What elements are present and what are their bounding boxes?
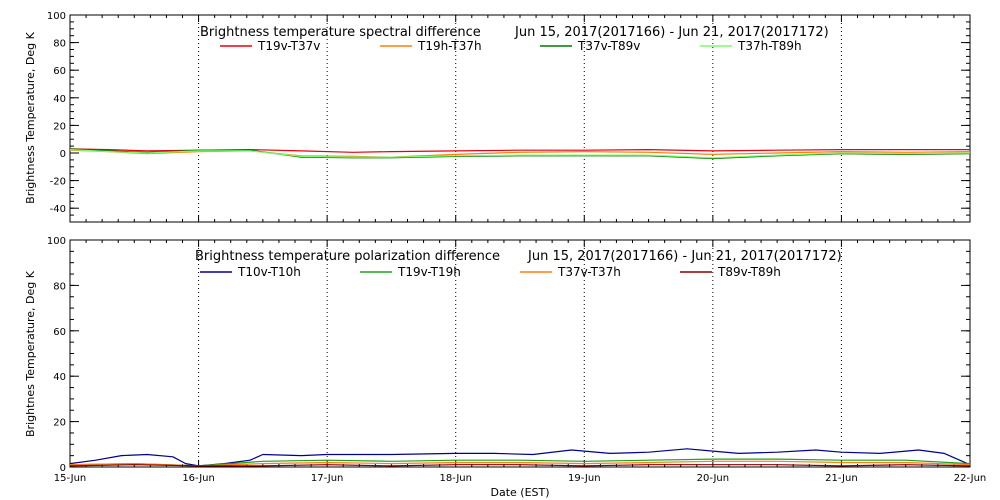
- series-line-t19v-t19h: [69, 458, 971, 467]
- legend-label: T10v-T10h: [237, 265, 301, 279]
- series-line-t37v-t37h: [69, 460, 971, 467]
- chart-title: Brightness temperature polarization diff…: [195, 249, 500, 264]
- chart-date-range: Jun 15, 2017(2017166) - Jun 21, 2017(201…: [514, 25, 829, 40]
- x-ticks: [69, 15, 971, 222]
- y-tick-label: 60: [53, 327, 66, 338]
- y-tick-label: 0: [60, 149, 66, 160]
- x-tick-label: 21-Jun: [825, 473, 858, 484]
- x-tick-label: 15-Jun: [54, 473, 87, 484]
- x-tick-label: 20-Jun: [697, 473, 730, 484]
- legend-label: T19h-T37h: [417, 39, 482, 53]
- y-tick-label: 20: [53, 121, 66, 132]
- chart-title: Brightness temperature spectral differen…: [200, 25, 481, 40]
- y-tick-label: 100: [47, 236, 66, 247]
- x-tick-label: 17-Jun: [311, 473, 344, 484]
- x-ticks: 15-Jun 16-Jun 17-Jun 18-Jun 19-Jun 20-Jun 21-J…: [54, 240, 987, 484]
- y-tick-label: 60: [53, 66, 66, 77]
- y-tick-label: 80: [53, 39, 66, 50]
- legend: T19v-T37v T19h-T37h T37v-T89v T37h-T89h: [220, 39, 802, 53]
- y-tick-label: 0: [60, 463, 66, 474]
- y-axis-label: Brightness Temperature, Deg K: [24, 31, 37, 203]
- y-tick-label: 20: [53, 418, 66, 429]
- series-line-t19h-t37h: [69, 149, 971, 158]
- x-tick-label: 16-Jun: [182, 473, 215, 484]
- legend-label: T37h-T89h: [737, 39, 802, 53]
- chart-date-range: Jun 15, 2017(2017166) - Jun 21, 2017(201…: [527, 249, 842, 264]
- panel-spectral: -40 -20 0 20 40 60 80 100 Brightness temperatur…: [24, 11, 971, 223]
- y-tick-label: 40: [53, 372, 66, 383]
- x-tick-label: 19-Jun: [568, 473, 601, 484]
- legend-label: T37v-T37h: [557, 265, 621, 279]
- series-lines: [69, 448, 971, 467]
- legend-label: T89v-T89h: [717, 265, 781, 279]
- series-line-t89v-t89h: [69, 464, 971, 467]
- legend-label: T19v-T37v: [257, 39, 320, 53]
- panel-polarization: 0 20 40 60 80 100 15-Jun 16-Jun 17-Jun 18-Jun 19-…: [24, 236, 986, 499]
- y-tick-label: 100: [47, 11, 66, 22]
- x-tick-label: 22-Jun: [954, 473, 987, 484]
- y-tick-label: 40: [53, 94, 66, 105]
- y-ticks: 0 20 40 60 80 100: [47, 236, 970, 474]
- x-tick-label: 18-Jun: [439, 473, 472, 484]
- series-line-t37h-t89h: [69, 149, 971, 159]
- series-line-t10v-t10h: [69, 448, 971, 467]
- legend-label: T37v-T89v: [577, 39, 640, 53]
- y-tick-label: 80: [53, 281, 66, 292]
- x-axis-label: Date (EST): [490, 486, 549, 499]
- legend-label: T19v-T19h: [397, 265, 461, 279]
- y-axis-label: Brightnes Temperature, Deg K: [24, 270, 37, 437]
- y-tick-label: -20: [50, 177, 66, 188]
- series-lines: [69, 148, 971, 160]
- legend: T10v-T10h T19v-T19h T37v-T37h T89v-T89h: [200, 265, 781, 279]
- y-tick-label: -40: [50, 204, 66, 215]
- grid: [198, 15, 842, 222]
